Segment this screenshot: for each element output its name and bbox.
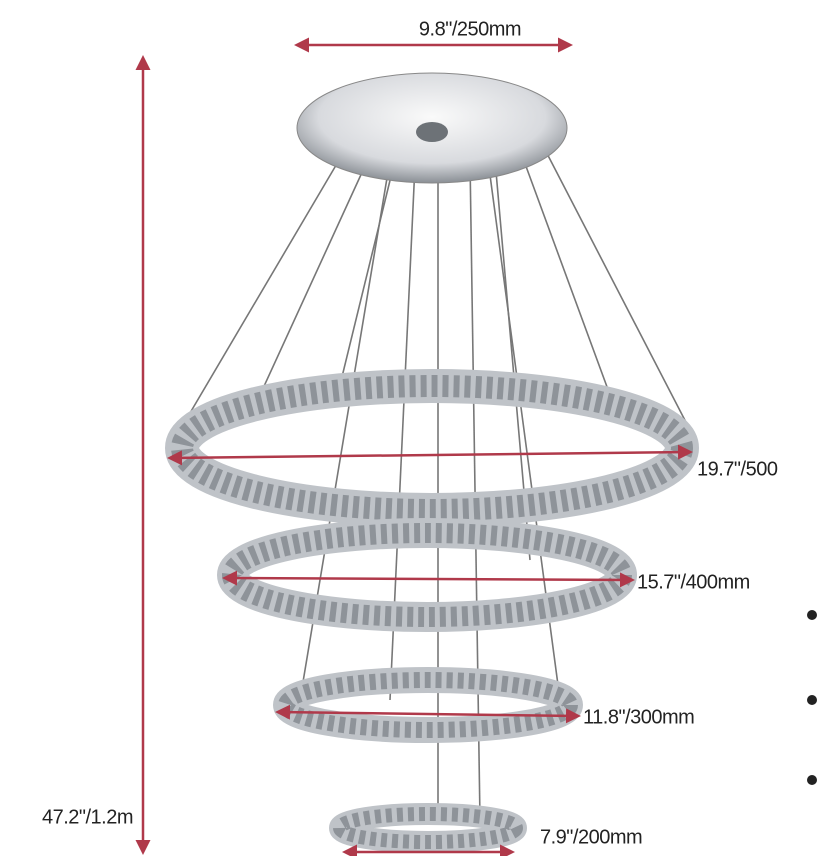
ring-1: [182, 386, 682, 510]
canopy-width-label: 9.8"/250mm: [419, 18, 521, 40]
canopy-center: [416, 122, 448, 142]
ring-1-label: 19.7"/500: [697, 458, 778, 480]
ring-2-label: 15.7"/400mm: [637, 571, 750, 593]
ring-3-label: 11.8"/300mm: [583, 706, 694, 728]
bullets: [807, 610, 817, 785]
ring-4-label: 7.9"/200mm: [540, 826, 642, 848]
product-image: 9.8"/250mm 19.7"/500 15.7"/400mm 11.8"/3…: [0, 0, 821, 856]
ring-3: [286, 680, 570, 730]
ring-4: [340, 814, 516, 842]
height-label: 47.2"/1.2m: [42, 806, 133, 828]
ring-2: [232, 533, 622, 617]
